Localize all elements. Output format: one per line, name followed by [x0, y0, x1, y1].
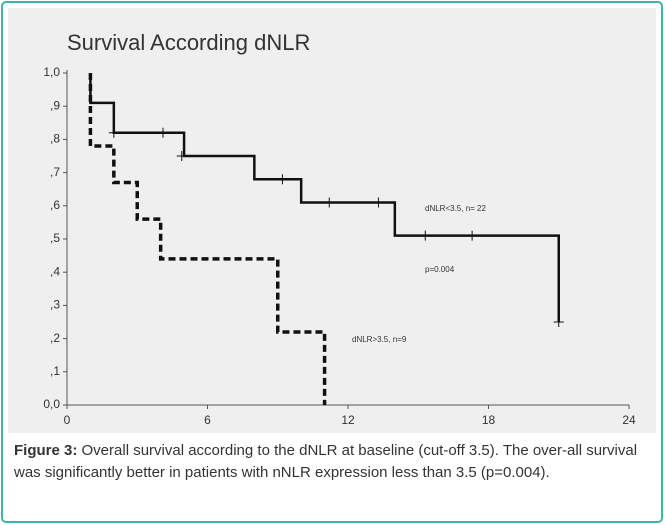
y-tick-label: ,2 — [50, 331, 60, 345]
y-tick-label: ,4 — [50, 264, 60, 278]
censor-mark — [158, 127, 169, 138]
caption: Figure 3: Overall survival according to … — [14, 440, 654, 484]
censor-mark — [553, 317, 564, 327]
censor-mark — [467, 230, 478, 241]
x-tick-label: 12 — [341, 413, 355, 427]
censor-mark — [176, 151, 187, 161]
annotation: p=0.004 — [425, 265, 455, 274]
survival-curve — [89, 73, 560, 322]
censor-mark — [373, 197, 384, 208]
x-tick-label: 18 — [482, 413, 496, 427]
chart-title: Survival According dNLR — [67, 30, 310, 55]
caption-text: Overall survival according to the dNLR a… — [14, 442, 638, 481]
y-tick-label: ,5 — [50, 231, 60, 245]
censor-mark — [324, 197, 335, 208]
y-tick-label: ,7 — [50, 165, 60, 179]
y-tick-label: ,8 — [50, 132, 60, 146]
censor-mark — [420, 230, 431, 241]
censor-mark — [108, 127, 119, 138]
y-tick-label: ,3 — [50, 298, 60, 312]
x-tick-label: 24 — [622, 413, 636, 427]
x-tick-label: 6 — [204, 413, 211, 427]
series-label: dNLR<3.5, n= 22 — [425, 204, 486, 213]
chart-background — [8, 8, 656, 433]
x-tick-label: 0 — [64, 413, 71, 427]
y-tick-label: ,9 — [50, 98, 60, 112]
y-tick-label: 0,0 — [43, 397, 60, 411]
y-tick-label: ,1 — [50, 364, 60, 378]
series-label: dNLR>3.5, n=9 — [352, 335, 407, 344]
censor-mark — [277, 174, 288, 185]
survival-curve — [88, 73, 327, 405]
y-tick-label: ,6 — [50, 198, 60, 212]
caption-label: Figure 3: — [14, 442, 78, 459]
y-tick-label: 1,0 — [43, 65, 60, 79]
